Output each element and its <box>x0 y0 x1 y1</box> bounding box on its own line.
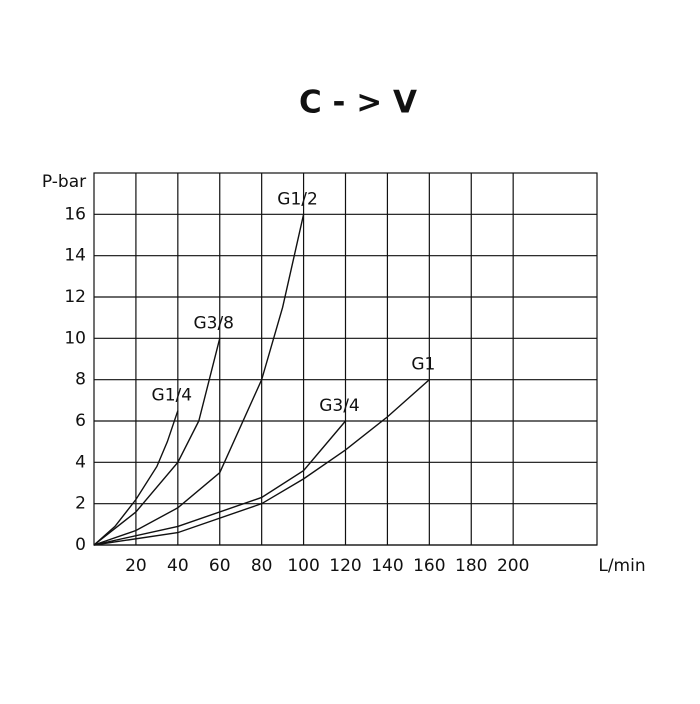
x-tick-label: 40 <box>167 556 189 576</box>
y-tick-label: 8 <box>75 370 86 390</box>
x-tick-label: 120 <box>329 556 361 576</box>
x-tick-label: 200 <box>497 556 529 576</box>
curve <box>93 420 347 546</box>
curve <box>93 214 305 546</box>
y-tick-label: 16 <box>64 204 86 224</box>
series-label: G3/8 <box>193 313 234 333</box>
x-tick-label: 100 <box>287 556 319 576</box>
y-tick-label: 12 <box>64 287 86 307</box>
x-tick-label: 160 <box>413 556 445 576</box>
series-label: G1/4 <box>152 386 193 406</box>
y-tick-label: 14 <box>64 246 86 266</box>
y-axis-label: P-bar <box>42 172 86 192</box>
x-tick-label: 60 <box>209 556 231 576</box>
y-tick-label: 4 <box>75 452 86 472</box>
x-tick-label: 140 <box>371 556 403 576</box>
y-tick-label: 10 <box>64 328 86 348</box>
y-tick-label: 2 <box>75 494 86 514</box>
series-label: G3/4 <box>319 396 360 416</box>
x-tick-label: 80 <box>251 556 273 576</box>
series-label: G1 <box>411 355 435 375</box>
series-label: G1/2 <box>277 189 318 209</box>
curve <box>93 379 430 546</box>
curve <box>93 410 179 546</box>
x-tick-label: 180 <box>455 556 487 576</box>
y-tick-label: 0 <box>75 535 86 555</box>
x-axis-label: L/min <box>598 556 645 576</box>
curve <box>93 338 221 546</box>
y-tick-label: 6 <box>75 411 86 431</box>
x-tick-label: 20 <box>125 556 147 576</box>
chart-title: C - > V <box>299 85 417 121</box>
